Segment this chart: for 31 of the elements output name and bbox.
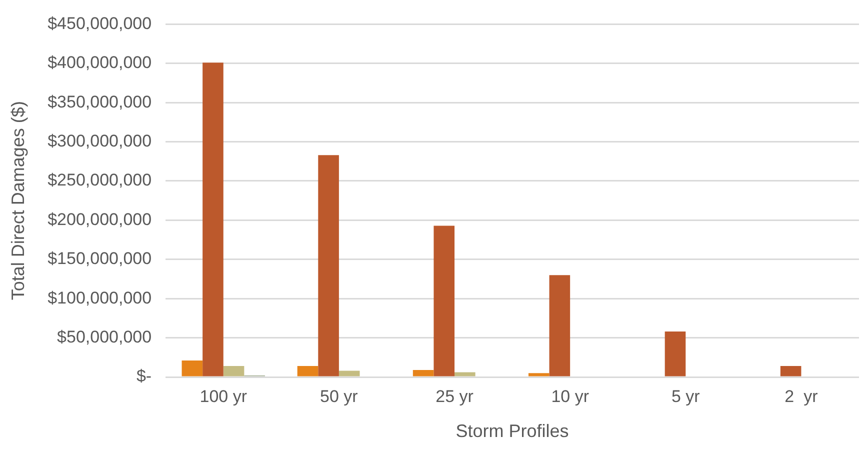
y-tick-label: $150,000,000	[48, 249, 152, 268]
bar	[664, 332, 686, 376]
bar	[318, 155, 339, 376]
x-axis-title: Storm Profiles	[456, 421, 569, 442]
bar	[454, 372, 476, 376]
y-tick-label: $250,000,000	[48, 170, 152, 190]
y-axis-title: Total Direct Damages ($)	[8, 101, 28, 300]
y-tick-label: $350,000,000	[48, 92, 152, 112]
bar	[182, 360, 203, 376]
y-tick-label: $300,000,000	[48, 131, 152, 150]
x-tick-label: 100 yr	[200, 386, 248, 406]
x-tick-label: 5 yr	[671, 386, 700, 406]
bar	[549, 275, 570, 376]
y-tick-label: $50,000,000	[57, 327, 152, 346]
y-tick-label: $-	[136, 366, 152, 386]
y-tick-label: $100,000,000	[48, 288, 152, 308]
bar	[223, 366, 244, 376]
bar	[434, 226, 455, 376]
bar	[412, 370, 434, 376]
bar	[297, 366, 318, 376]
bar	[202, 62, 224, 376]
bar	[338, 370, 360, 376]
y-tick-label: $200,000,000	[48, 210, 152, 229]
x-tick-label: 2 yr	[784, 386, 818, 406]
y-tick-label: $400,000,000	[48, 53, 152, 72]
x-tick-label: 50 yr	[320, 386, 358, 406]
x-tick-label: 10 yr	[551, 386, 590, 406]
y-tick-label: $450,000,000	[48, 14, 152, 33]
x-tick-label: 25 yr	[436, 386, 474, 406]
bar	[780, 366, 802, 376]
bar	[528, 373, 550, 376]
